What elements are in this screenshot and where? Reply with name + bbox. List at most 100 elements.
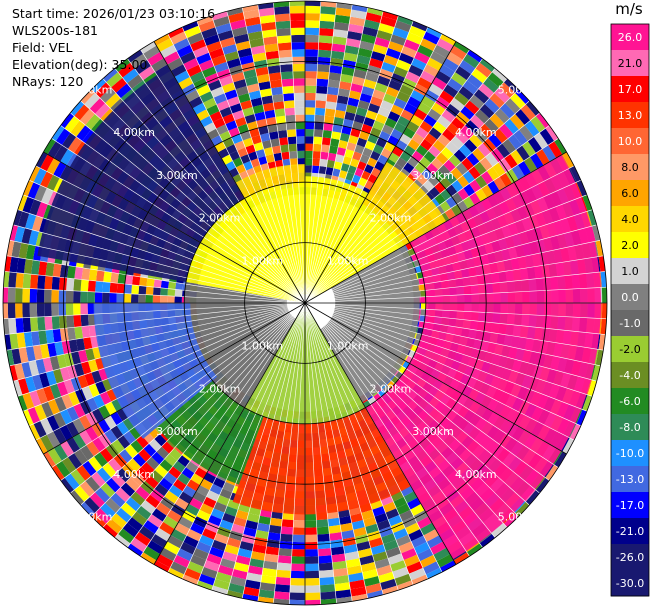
noise-gate	[185, 461, 199, 474]
noise-gate	[7, 303, 16, 319]
noise-gate	[320, 1, 337, 8]
noise-gate	[196, 109, 210, 121]
noise-gate	[30, 274, 39, 289]
ray-separator	[127, 302, 306, 548]
noise-gate	[347, 31, 363, 41]
noise-gate	[217, 564, 234, 576]
noise-gate	[170, 64, 187, 77]
noise-gate	[336, 95, 349, 105]
noise-gate	[206, 490, 220, 502]
noise-gate	[102, 378, 113, 392]
noise-gate	[427, 108, 442, 122]
noise-gate	[408, 529, 424, 542]
azimuth-spoke	[304, 302, 567, 455]
noise-gate	[273, 6, 290, 15]
noise-gate	[343, 544, 358, 554]
noise-gate	[280, 64, 293, 73]
noise-gate	[167, 57, 184, 71]
noise-gate	[351, 174, 361, 184]
noise-gate	[327, 152, 337, 162]
ray-separator	[304, 302, 483, 548]
noise-gate	[489, 92, 505, 109]
noise-gate	[46, 415, 60, 432]
noise-gate	[249, 128, 260, 138]
noise-gate	[319, 569, 334, 578]
noise-gate	[226, 58, 242, 69]
noise-gate	[478, 83, 495, 99]
noise-gate	[396, 503, 411, 515]
noise-gate	[216, 100, 230, 111]
noise-gate	[55, 460, 71, 478]
noise-gate	[16, 332, 26, 349]
noise-gate	[411, 21, 428, 32]
noise-gate	[433, 547, 450, 562]
noise-gate	[190, 39, 207, 52]
noise-gate	[189, 522, 205, 535]
ray-separator	[9, 239, 306, 304]
noise-gate	[74, 326, 84, 340]
noise-gate	[147, 540, 164, 555]
noise-gate	[335, 154, 345, 163]
noise-gate	[51, 125, 65, 142]
noise-gate	[382, 501, 397, 513]
noise-gate	[356, 137, 368, 148]
noise-gate	[248, 90, 262, 100]
noise-gate	[305, 129, 315, 137]
ray-separator	[304, 302, 384, 595]
noise-gate	[421, 95, 436, 109]
noise-gate	[513, 129, 528, 146]
noise-gate	[46, 370, 57, 386]
noise-gate	[203, 122, 217, 134]
ray-separator	[51, 302, 306, 468]
noise-gate	[8, 318, 17, 335]
noise-gate	[520, 104, 536, 121]
noise-gate	[83, 337, 93, 350]
noise-gate	[324, 108, 336, 117]
noise-gate	[359, 93, 373, 104]
noise-gate	[479, 157, 493, 171]
noise-gate	[295, 114, 305, 122]
noise-gate	[492, 68, 508, 83]
noise-gate	[423, 529, 440, 542]
noise-gate	[114, 58, 131, 73]
noise-gate	[350, 586, 367, 597]
noise-gate	[290, 20, 305, 28]
noise-gate	[426, 163, 439, 175]
noise-gate	[428, 127, 442, 140]
noise-gate	[331, 553, 346, 563]
noise-gate	[536, 149, 550, 166]
noise-gate	[95, 281, 104, 293]
noise-gate	[453, 149, 467, 163]
noise-gate	[80, 89, 95, 105]
noise-gate	[130, 491, 146, 506]
noise-gate	[84, 497, 100, 514]
noise-gate	[305, 71, 318, 79]
noise-gate	[91, 422, 105, 438]
noise-gate	[177, 473, 191, 486]
ray-separator	[304, 302, 597, 382]
noise-gate	[60, 112, 75, 129]
velocity-sector	[235, 164, 305, 199]
noise-gate	[332, 124, 343, 133]
ray-separator	[304, 302, 575, 441]
noise-gate	[52, 263, 62, 278]
noise-gate	[525, 100, 540, 116]
noise-gate	[44, 316, 53, 331]
noise-gate	[396, 580, 414, 591]
noise-gate	[17, 394, 28, 412]
noise-gate	[349, 16, 366, 27]
noise-gate	[274, 584, 291, 593]
noise-gate	[292, 534, 305, 543]
noise-gate	[237, 548, 253, 559]
noise-gate	[295, 121, 305, 130]
noise-gate	[319, 13, 336, 22]
noise-gate	[592, 364, 601, 382]
noise-gate	[280, 144, 290, 153]
ring-label: 4.00km	[113, 468, 155, 481]
noise-gate	[253, 537, 268, 547]
noise-gate	[29, 165, 41, 183]
noise-gate	[374, 558, 391, 569]
noise-gate	[275, 20, 291, 30]
ray-separator	[17, 302, 306, 397]
